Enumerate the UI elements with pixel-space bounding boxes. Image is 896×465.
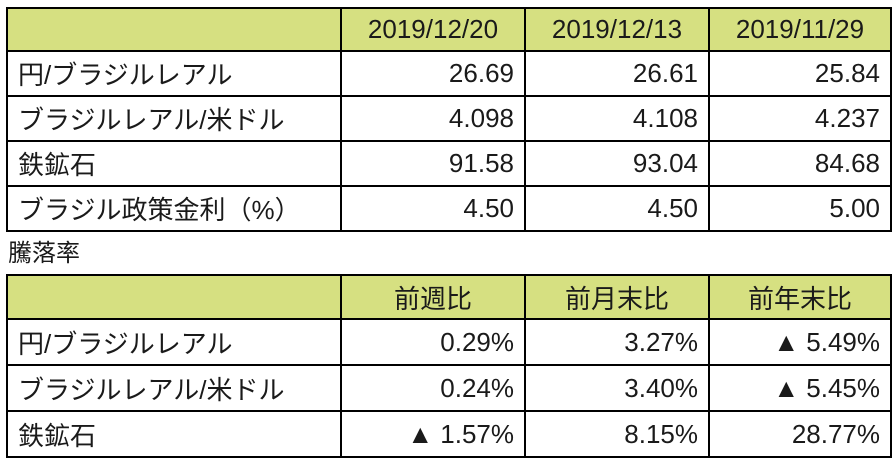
levels-col-date-1: 2019/12/20: [340, 7, 526, 52]
levels-header-row: 2019/12/20 2019/12/13 2019/11/29: [6, 7, 892, 52]
section-title: 騰落率: [8, 240, 80, 267]
change-table: 前週比 前月末比 前年末比 円/ブラジルレアル 0.29% 3.27% ▲ 5.…: [6, 274, 892, 458]
levels-corner-cell: [6, 7, 342, 52]
table-row-jpy-brl-change: 円/ブラジルレアル 0.29% 3.27% ▲ 5.49%: [6, 318, 892, 366]
row-label: ブラジルレアル/米ドル: [6, 364, 342, 412]
value-cell: 4.50: [340, 185, 526, 232]
row-label: 円/ブラジルレアル: [6, 50, 342, 97]
table-row-brl-usd-change: ブラジルレアル/米ドル 0.24% 3.40% ▲ 5.45%: [6, 364, 892, 412]
table-row-brl-usd: ブラジルレアル/米ドル 4.098 4.108 4.237: [6, 95, 892, 142]
value-cell: 91.58: [340, 140, 526, 187]
value-cell: 26.69: [340, 50, 526, 97]
value-cell: 4.108: [524, 95, 710, 142]
value-cell: 0.29%: [340, 318, 526, 366]
change-col-wow: 前週比: [340, 274, 526, 320]
change-col-yoy: 前年末比: [708, 274, 892, 320]
row-label: 円/ブラジルレアル: [6, 318, 342, 366]
levels-table: 2019/12/20 2019/12/13 2019/11/29 円/ブラジルレ…: [6, 7, 892, 232]
value-cell: 26.61: [524, 50, 710, 97]
table-row-iron-ore: 鉄鉱石 91.58 93.04 84.68: [6, 140, 892, 187]
row-label: ブラジル政策金利（%）: [6, 185, 342, 232]
row-label: ブラジルレアル/米ドル: [6, 95, 342, 142]
table-row-policy-rate: ブラジル政策金利（%） 4.50 4.50 5.00: [6, 185, 892, 232]
table-row-iron-ore-change: 鉄鉱石 ▲ 1.57% 8.15% 28.77%: [6, 410, 892, 458]
table-row-jpy-brl: 円/ブラジルレアル 26.69 26.61 25.84: [6, 50, 892, 97]
change-header-row: 前週比 前月末比 前年末比: [6, 274, 892, 320]
value-cell: ▲ 5.45%: [708, 364, 892, 412]
value-cell: 5.00: [708, 185, 892, 232]
value-cell: 84.68: [708, 140, 892, 187]
value-cell: ▲ 1.57%: [340, 410, 526, 458]
value-cell: 93.04: [524, 140, 710, 187]
levels-col-date-2: 2019/12/13: [524, 7, 710, 52]
change-corner-cell: [6, 274, 342, 320]
value-cell: 4.50: [524, 185, 710, 232]
row-label: 鉄鉱石: [6, 410, 342, 458]
levels-col-date-3: 2019/11/29: [708, 7, 892, 52]
row-label: 鉄鉱石: [6, 140, 342, 187]
value-cell: 25.84: [708, 50, 892, 97]
value-cell: 3.27%: [524, 318, 710, 366]
value-cell: ▲ 5.49%: [708, 318, 892, 366]
change-col-mom: 前月末比: [524, 274, 710, 320]
value-cell: 0.24%: [340, 364, 526, 412]
value-cell: 4.237: [708, 95, 892, 142]
value-cell: 4.098: [340, 95, 526, 142]
value-cell: 8.15%: [524, 410, 710, 458]
value-cell: 3.40%: [524, 364, 710, 412]
value-cell: 28.77%: [708, 410, 892, 458]
